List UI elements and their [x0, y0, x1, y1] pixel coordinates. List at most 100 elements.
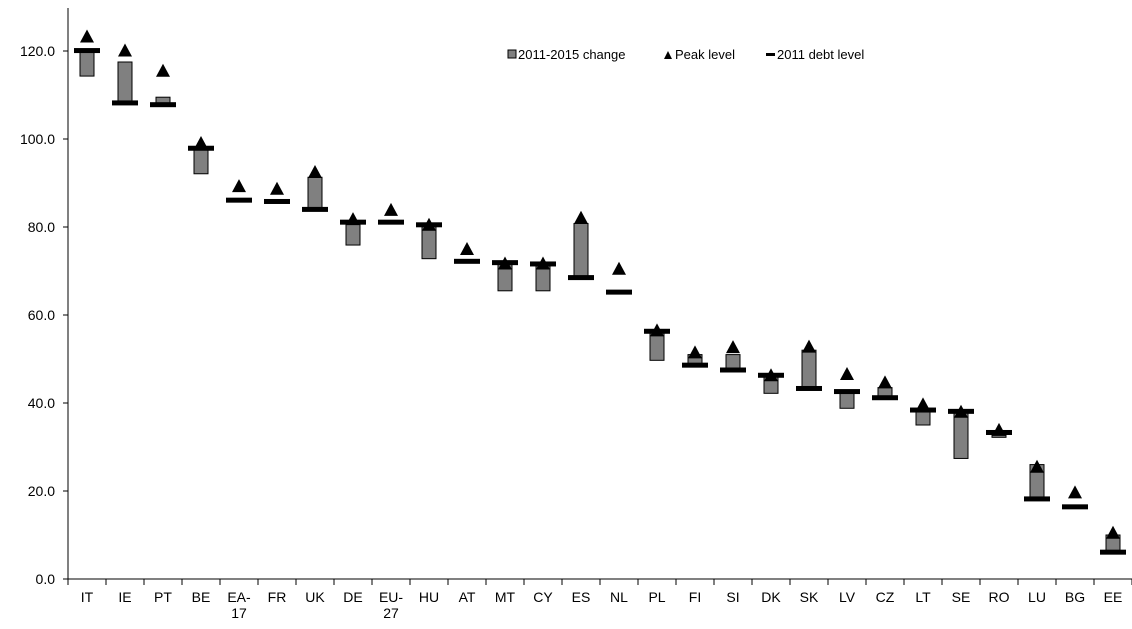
x-tick-label: PT [154, 589, 172, 605]
peak-marker [726, 340, 740, 354]
peak-marker [118, 43, 132, 57]
legend-change-label: 2011-2015 change [518, 47, 625, 62]
peak-marker [840, 366, 854, 380]
x-tick-label: UK [305, 589, 325, 605]
x-tick-label: SK [800, 589, 819, 605]
debt-level-marker [606, 289, 632, 295]
x-tick-label: BE [192, 589, 211, 605]
y-tick-label: 20.0 [28, 483, 55, 499]
peak-marker [422, 217, 436, 231]
legend-change-swatch [507, 49, 517, 59]
x-tick-label: LV [839, 589, 856, 605]
x-tick-label: FI [689, 589, 701, 605]
debt-level-marker [74, 48, 100, 54]
change-bar [193, 147, 209, 175]
y-tick-label: 0.0 [36, 571, 56, 587]
x-tick-label: 17 [231, 605, 247, 621]
debt-level-marker [568, 275, 594, 281]
peak-marker [270, 181, 284, 195]
peak-marker [650, 323, 664, 337]
x-tick-label: LT [915, 589, 931, 605]
x-tick-label: HU [419, 589, 439, 605]
debt-level-marker [378, 219, 404, 225]
x-tick-label: AT [459, 589, 476, 605]
change-bar [345, 221, 361, 246]
x-tick-label: RO [989, 589, 1010, 605]
x-tick-label: EE [1104, 589, 1123, 605]
debt-level-marker [682, 362, 708, 368]
debt-level-marker [112, 100, 138, 106]
debt-level-marker [1062, 504, 1088, 510]
x-tick-label: DK [761, 589, 781, 605]
debt-level-marker [302, 206, 328, 212]
peak-marker [194, 135, 208, 149]
x-tick-label: LU [1028, 589, 1046, 605]
change-bar [573, 222, 589, 279]
peak-marker [156, 63, 170, 77]
peak-marker [1106, 525, 1120, 539]
y-tick-label: 100.0 [20, 131, 55, 147]
y-tick-label: 40.0 [28, 395, 55, 411]
change-bar [953, 410, 969, 459]
peak-marker [1068, 485, 1082, 499]
chart-marks [74, 29, 1126, 555]
legend-peak-swatch [664, 51, 672, 59]
x-tick-label: BG [1065, 589, 1085, 605]
x-tick-label: EU- [379, 589, 403, 605]
debt-level-marker [834, 389, 860, 395]
legend: 2011-2015 change Peak level 2011 debt leve… [507, 47, 864, 62]
peak-marker [764, 368, 778, 382]
x-tick-label: PL [648, 589, 665, 605]
y-tick-label: 120.0 [20, 43, 55, 59]
peak-marker [232, 179, 246, 193]
peak-marker [1030, 459, 1044, 473]
change-bar [801, 349, 817, 389]
legend-peak-label: Peak level [675, 47, 735, 62]
x-tick-label: IT [81, 589, 94, 605]
x-tick-label: MT [495, 589, 516, 605]
peak-marker [460, 242, 474, 255]
x-tick-label: SE [952, 589, 971, 605]
peak-marker [954, 404, 968, 418]
peak-marker [498, 256, 512, 270]
y-tick-label: 60.0 [28, 307, 55, 323]
debt-level-marker [720, 367, 746, 373]
peak-marker [346, 212, 360, 226]
peak-marker [612, 261, 626, 275]
x-tick-label: CZ [876, 589, 895, 605]
x-tick-label: DE [343, 589, 362, 605]
x-tick-label: 27 [383, 605, 399, 621]
peak-marker [916, 397, 930, 411]
peak-marker [536, 256, 550, 270]
debt-level-marker [150, 102, 176, 108]
debt-level-marker [796, 385, 822, 391]
peak-marker [878, 375, 892, 389]
change-bar [79, 50, 95, 77]
peak-marker [308, 165, 322, 178]
change-bar [117, 61, 133, 104]
peak-marker [992, 422, 1006, 436]
peak-marker [802, 339, 816, 353]
legend-debt-label: 2011 debt level [777, 47, 864, 62]
y-tick-label: 80.0 [28, 219, 55, 235]
debt-level-marker [1024, 496, 1050, 502]
peak-marker [574, 210, 588, 224]
x-tick-label: NL [610, 589, 628, 605]
x-tick-label: SI [726, 589, 739, 605]
axes: 0.0 20.0 40.0 60.0 80.0 100.0 120.0 IT IE PT BE EA-… [20, 8, 1132, 621]
change-bar [839, 391, 855, 409]
peak-marker [688, 345, 702, 359]
x-tick-label: EA- [227, 589, 251, 605]
debt-level-marker [264, 198, 290, 204]
x-tick-label: IE [118, 589, 131, 605]
debt-level-marker [226, 197, 252, 203]
peak-marker [384, 202, 398, 216]
legend-debt-swatch [766, 53, 775, 56]
debt-level-marker [1100, 549, 1126, 555]
debt-level-marker [454, 258, 480, 264]
peak-marker [80, 29, 94, 43]
x-tick-label: ES [572, 589, 591, 605]
x-tick-label: CY [533, 589, 553, 605]
debt-level-marker [872, 395, 898, 401]
